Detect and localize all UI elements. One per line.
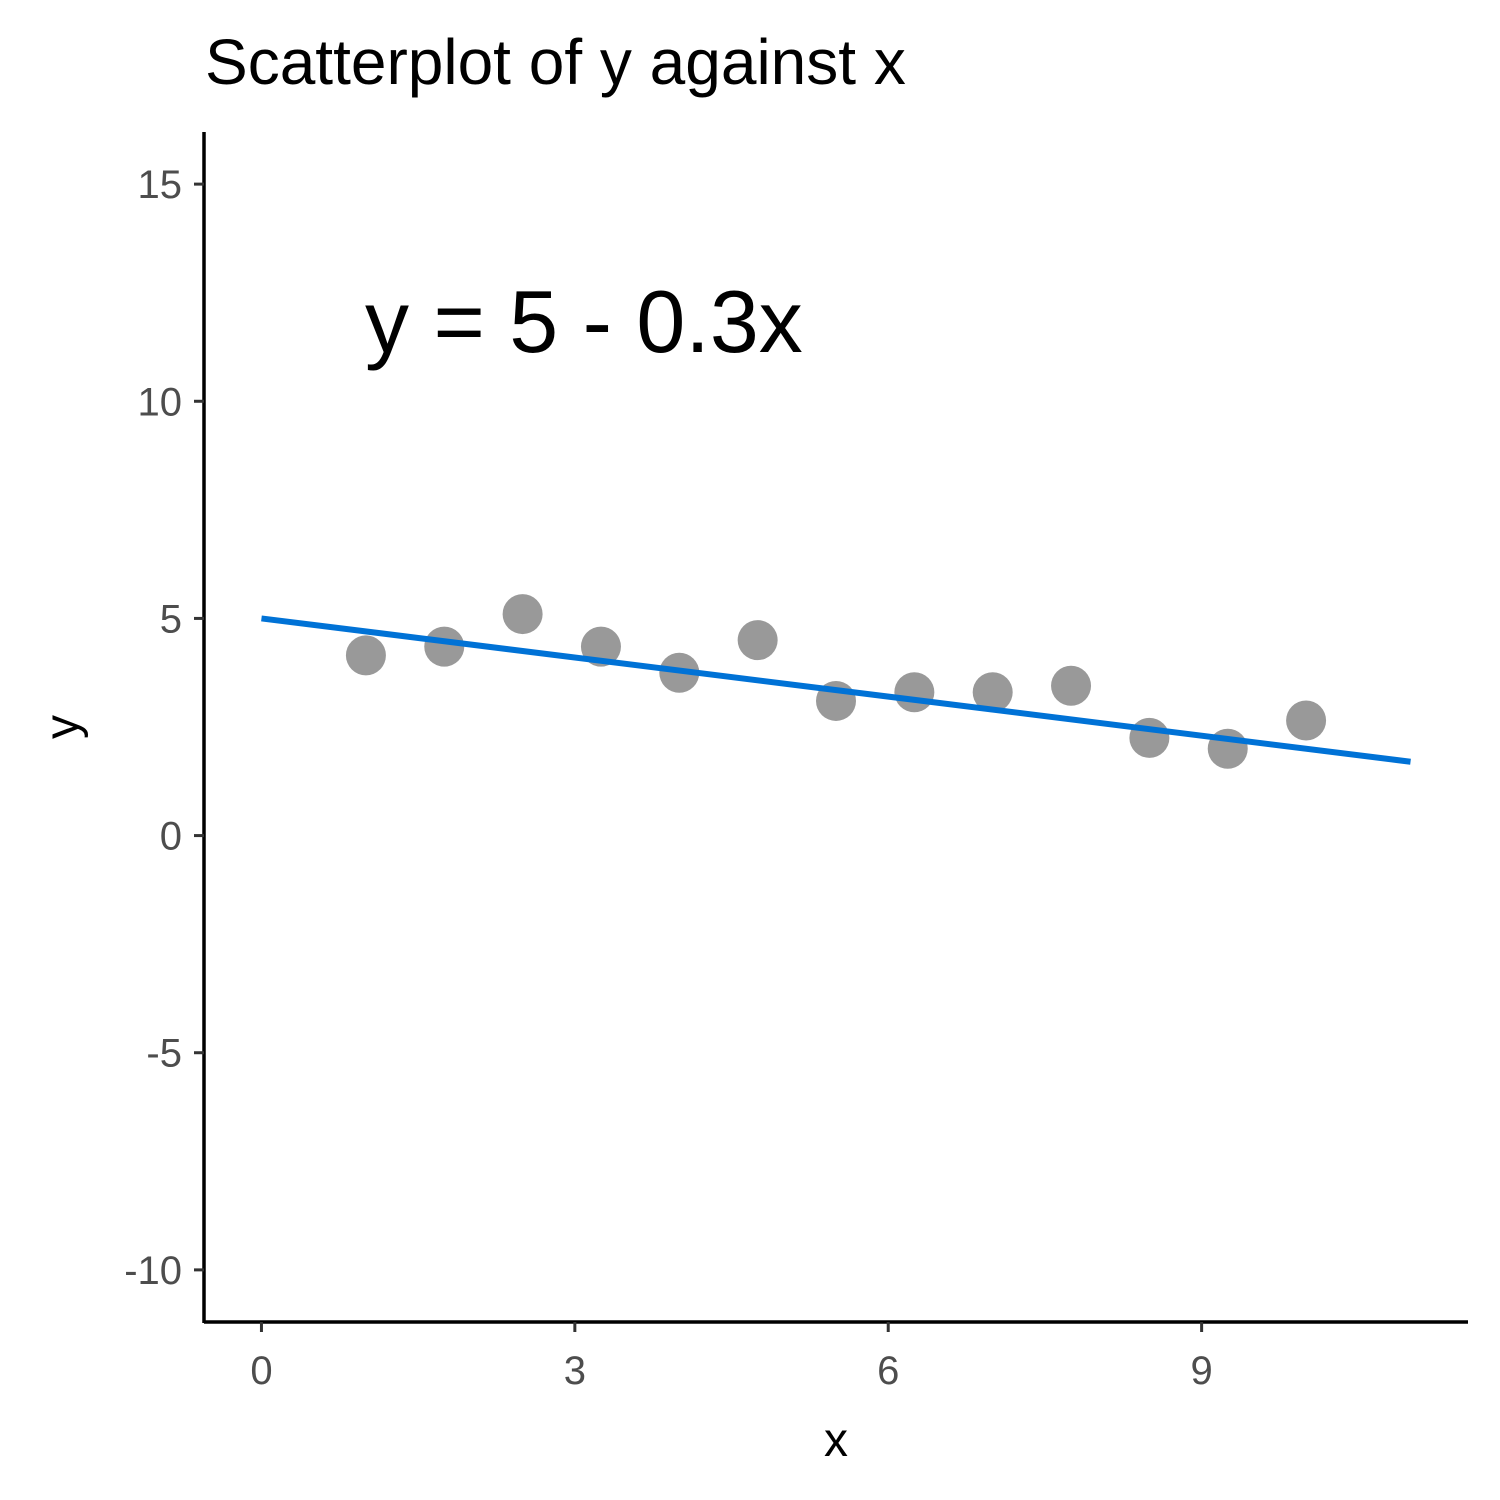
data-point-3 [502,594,543,635]
chart-title: Scatterplot of y against x [205,26,906,98]
y-tick-label: 15 [138,163,183,207]
data-point-6 [737,620,778,661]
x-tick-label: 0 [250,1349,272,1393]
data-point-8 [894,672,935,713]
data-point-10 [1051,665,1092,706]
data-point-11 [1129,717,1170,758]
y-tick-label: 5 [160,597,182,641]
y-axis-title: y [36,715,89,739]
y-tick-label: 0 [160,815,182,859]
data-point-9 [972,672,1013,713]
x-axis-ticks: 0 3 6 9 [250,1322,1213,1393]
y-tick-label: 10 [138,380,183,424]
x-tick-label: 6 [877,1349,899,1393]
y-axis-ticks: -10 -5 0 5 10 15 [124,163,204,1293]
x-tick-label: 9 [1190,1349,1212,1393]
y-tick-label: -10 [124,1249,182,1293]
data-point-13 [1286,700,1327,741]
equation-annotation: y = 5 - 0.3x [365,272,803,371]
trend-line [261,615,1411,765]
y-tick-label: -5 [146,1032,182,1076]
points-layer [345,594,1327,769]
data-point-2 [424,626,465,667]
x-tick-label: 3 [564,1349,586,1393]
data-point-1 [345,635,386,676]
x-axis-title: x [824,1414,848,1467]
trend-line-layer [261,615,1411,765]
